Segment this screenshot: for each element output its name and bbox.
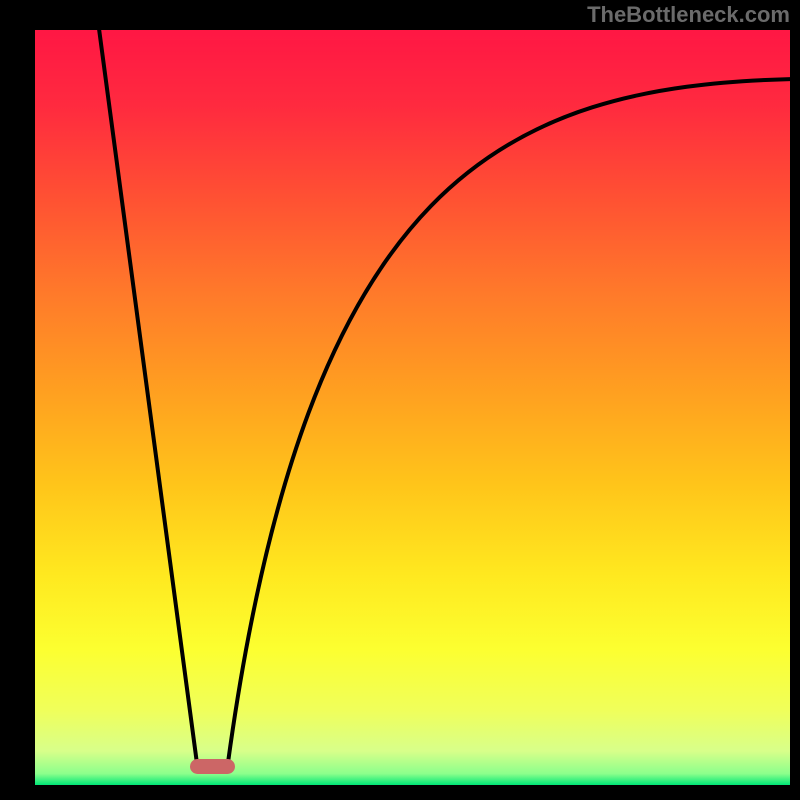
curve-right [228, 79, 790, 766]
chart-container: TheBottleneck.com [0, 0, 800, 800]
curve-left-line [99, 30, 197, 766]
v-curve [35, 30, 790, 785]
plot-area [35, 30, 790, 785]
watermark-text: TheBottleneck.com [587, 2, 790, 28]
minimum-marker [190, 759, 235, 774]
